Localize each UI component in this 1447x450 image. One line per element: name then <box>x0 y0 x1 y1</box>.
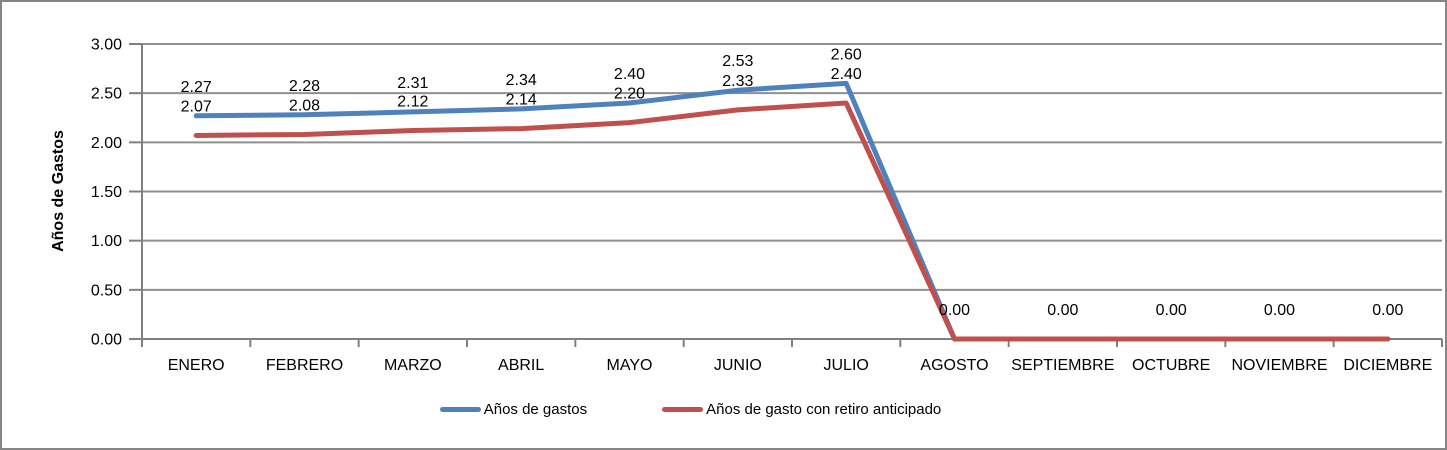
data-label: 2.40 <box>831 66 862 83</box>
legend-item-1: Años de gastos <box>439 401 588 418</box>
x-tick-label: ABRIL <box>498 357 544 374</box>
x-tick-label: SEPTIEMBRE <box>1011 357 1114 374</box>
series-line-1 <box>193 80 1391 342</box>
data-label: 0.00 <box>939 302 970 319</box>
x-tick-label: ENERO <box>168 357 225 374</box>
x-tick-label: DICIEMBRE <box>1343 357 1432 374</box>
x-tick-label: JULIO <box>823 357 868 374</box>
legend-line-swatch-icon <box>439 407 481 412</box>
x-tick-label: OCTUBRE <box>1132 357 1210 374</box>
data-label: 0.00 <box>1372 302 1403 319</box>
data-label: 2.12 <box>397 94 428 111</box>
x-tick-label: MAYO <box>607 357 653 374</box>
x-tick-label: AGOSTO <box>920 357 988 374</box>
data-label: 2.07 <box>181 98 212 115</box>
x-tick-label: FEBRERO <box>266 357 343 374</box>
legend-item-2: Años de gasto con retiro anticipado <box>662 401 941 418</box>
data-label: 2.27 <box>181 79 212 96</box>
data-label: 2.20 <box>614 86 645 103</box>
data-label: 2.14 <box>506 92 537 109</box>
data-label: 2.31 <box>397 75 428 92</box>
legend-label: Años de gastos <box>483 401 588 418</box>
data-label: 2.08 <box>289 97 320 114</box>
series-line-2 <box>193 100 1391 342</box>
legend-label: Años de gasto con retiro anticipado <box>706 401 942 418</box>
y-tick-label: 1.50 <box>91 184 122 201</box>
legend: Años de gastos Años de gasto con retiro a… <box>2 401 1412 418</box>
x-tick-label: JUNIO <box>714 357 762 374</box>
data-label: 0.00 <box>1156 302 1187 319</box>
y-axis-title: Años de Gastos <box>50 130 67 252</box>
y-tick-label: 0.50 <box>91 282 122 299</box>
y-tick-label: 2.50 <box>91 86 122 103</box>
data-label: 2.60 <box>831 46 862 63</box>
y-tick-label: 2.00 <box>91 135 122 152</box>
legend-line-swatch-icon <box>662 407 704 412</box>
data-label: 2.28 <box>289 78 320 95</box>
y-tick-label: 3.00 <box>91 37 122 54</box>
x-tick-label: NOVIEMBRE <box>1231 357 1327 374</box>
data-label: 2.34 <box>506 72 537 89</box>
data-label: 0.00 <box>1047 302 1078 319</box>
data-label: 2.40 <box>614 66 645 83</box>
x-tick-label: MARZO <box>384 357 442 374</box>
y-tick-label: 0.00 <box>91 332 122 349</box>
data-label: 2.33 <box>722 73 753 90</box>
data-label: 0.00 <box>1264 302 1295 319</box>
y-tick-label: 1.00 <box>91 233 122 250</box>
data-label: 2.53 <box>722 53 753 70</box>
